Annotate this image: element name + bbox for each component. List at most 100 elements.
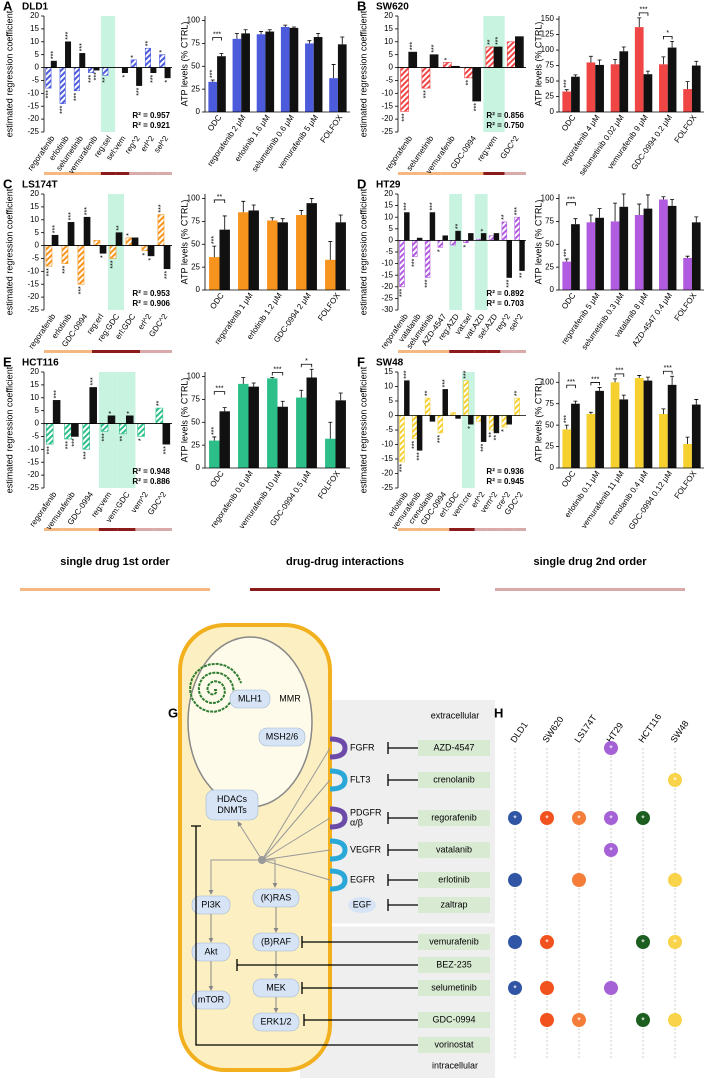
- error-bar: [613, 378, 618, 383]
- receptor: [329, 768, 348, 792]
- pi3k-node-box: [191, 990, 231, 1010]
- error-bar: [637, 375, 642, 378]
- significance: *: [468, 426, 475, 429]
- y-tick-label: -15: [27, 457, 39, 466]
- dot: [572, 873, 586, 887]
- dot: [668, 935, 682, 949]
- bar: [488, 235, 495, 241]
- bar: [571, 224, 580, 290]
- group-strip: [157, 172, 172, 175]
- bar: [643, 380, 653, 468]
- y-tick-label: -15: [27, 279, 39, 288]
- y-axis-label: ATP levels (% CTRL): [179, 378, 189, 463]
- bar: [691, 222, 701, 290]
- y-tick-label: -5: [32, 254, 40, 263]
- dot: [540, 1013, 554, 1027]
- hdac: HDACs: [217, 794, 248, 804]
- bracket: [213, 199, 226, 203]
- group-strip: [419, 172, 441, 175]
- bar: [267, 220, 278, 290]
- error-bar: [670, 199, 675, 206]
- bar: [404, 380, 410, 416]
- x-tick-label: selumetinib 0.02 μM: [577, 113, 626, 177]
- significance: ***: [163, 446, 170, 454]
- r-squared: R² = 0.953: [132, 289, 170, 298]
- bar: [493, 233, 500, 241]
- bar: [45, 423, 54, 445]
- inhibition: [387, 812, 418, 824]
- group-strip: [58, 172, 73, 175]
- y-tick-label: 25: [191, 262, 200, 271]
- chart-title: SW48: [376, 358, 404, 369]
- dot-label: *: [641, 937, 645, 947]
- hub: [258, 856, 266, 864]
- y-tick-label: 25: [191, 440, 200, 449]
- bar: [136, 67, 143, 86]
- bar: [93, 240, 101, 246]
- x-tick-label: ODC: [206, 113, 224, 133]
- group-strip: [398, 528, 411, 531]
- group-strip: [462, 172, 484, 175]
- y-tick-label: -25: [27, 127, 39, 136]
- significance: ***: [429, 202, 436, 210]
- bar: [399, 415, 405, 463]
- drug-box: [418, 980, 490, 996]
- dot: [540, 981, 554, 995]
- bar: [296, 397, 307, 468]
- y-tick-label: -25: [381, 127, 393, 136]
- y-tick-label: 150: [541, 14, 555, 23]
- significance: ***: [463, 370, 470, 378]
- y-tick-label: 10: [384, 212, 393, 221]
- receptor: [329, 838, 348, 862]
- significance: **: [424, 390, 431, 396]
- bar: [683, 258, 692, 290]
- drug-label: vemurafenib: [429, 936, 479, 946]
- bar: [241, 33, 250, 112]
- significance: ***: [79, 43, 86, 51]
- x-tick-label: ODC: [208, 291, 226, 311]
- significance: ***: [93, 72, 100, 80]
- bar: [248, 210, 259, 290]
- significance: ***: [136, 87, 143, 95]
- dot-label: *: [673, 937, 677, 947]
- dot-label: *: [577, 813, 581, 823]
- dot-label: *: [609, 813, 613, 823]
- group-strip: [462, 350, 475, 353]
- bar: [643, 208, 653, 290]
- significance: *: [444, 57, 451, 60]
- y-tick-label: 100: [541, 377, 555, 386]
- bracket: [566, 202, 576, 206]
- receptor-label: EGFR: [350, 874, 376, 884]
- group-strip: [436, 528, 450, 531]
- inhibition: [303, 1014, 418, 1026]
- y-axis-label: estimated regression coefficient: [4, 10, 14, 137]
- y-tick-label: 15: [30, 380, 39, 389]
- bracket-label: ***: [215, 386, 223, 393]
- group-strip: [124, 350, 140, 353]
- bar: [514, 397, 520, 416]
- bar: [277, 406, 288, 468]
- bracket-label: ***: [639, 7, 647, 14]
- group-strip: [423, 528, 437, 531]
- ras-node: (B)RAF: [261, 936, 291, 946]
- pi3k-node: PI3K: [201, 899, 221, 909]
- error-bar: [299, 389, 304, 398]
- significance: ***: [68, 212, 75, 220]
- bar: [217, 56, 226, 112]
- drug-box: [418, 740, 490, 756]
- bar: [562, 429, 572, 468]
- bracket: [638, 12, 649, 16]
- error-bar: [661, 408, 666, 414]
- r-squared: R² = 0.948: [132, 467, 170, 476]
- significance: ***: [564, 79, 571, 87]
- x-tick-label: sel^2: [152, 134, 170, 155]
- bar: [515, 36, 524, 68]
- bar: [65, 41, 72, 68]
- bar: [289, 27, 299, 113]
- group-strip: [436, 350, 450, 353]
- x-tick-label: reg:vem: [475, 134, 499, 163]
- signal-line: [208, 859, 262, 895]
- bar: [119, 423, 127, 435]
- significance: ***: [564, 248, 571, 256]
- column-label: SW48: [668, 719, 690, 745]
